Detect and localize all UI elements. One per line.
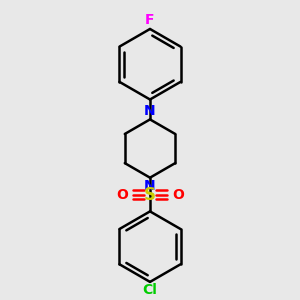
Text: N: N [144,179,156,193]
Text: N: N [144,104,156,118]
Text: S: S [144,185,156,203]
Text: Cl: Cl [142,284,158,298]
Text: O: O [172,188,184,202]
Text: F: F [145,13,155,27]
Text: O: O [116,188,128,202]
